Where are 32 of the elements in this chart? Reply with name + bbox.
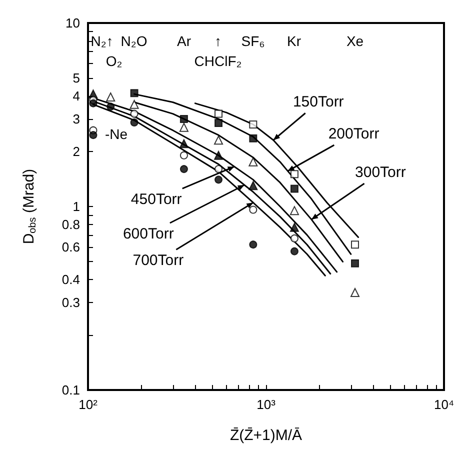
x-axis-title: Z̄(Z̄+1)M/Ā (230, 427, 302, 444)
y-tick-label: 0.8 (62, 216, 80, 232)
y-tick-label: 0.1 (62, 382, 80, 398)
annotation: N₂O (120, 33, 148, 49)
y-tick-label: 0.3 (62, 294, 80, 310)
y-tick-label: 4 (72, 88, 80, 104)
x-tick-label: 10⁴ (434, 397, 454, 412)
y-axis-title: Dobs (Mrad) (20, 168, 38, 244)
annotation: 700Torr (132, 252, 184, 270)
annotation: ↑ (214, 33, 222, 49)
annotation: 200Torr (328, 126, 380, 143)
annotation: 600Torr (122, 225, 174, 242)
y-tick-label: 10 (66, 16, 80, 30)
y-tick-label: 5 (72, 70, 80, 86)
annotation: 300Torr (355, 164, 406, 181)
x-tick-label: 10³ (256, 397, 276, 412)
annotation: O₂ (106, 53, 122, 69)
annotation: 150Torr (292, 94, 344, 111)
y-tick-label: 3 (72, 111, 80, 126)
annotation: 450Torr (130, 191, 182, 208)
annotation: CHClF₂ (194, 53, 242, 69)
annotation: -Ne (105, 126, 128, 142)
annotation: Kr (287, 33, 302, 49)
annotation: Xe (346, 33, 364, 49)
annotation: SF₆ (241, 33, 265, 49)
annotation: N₂↑ (90, 33, 114, 49)
y-tick-label: 1 (72, 199, 80, 214)
y-tick-label: 2 (72, 144, 80, 159)
annotation: Ar (177, 33, 192, 49)
y-tick-label: 0.6 (62, 240, 80, 255)
y-tick-label: 0.4 (62, 272, 80, 288)
x-tick-label: 10² (78, 397, 98, 412)
